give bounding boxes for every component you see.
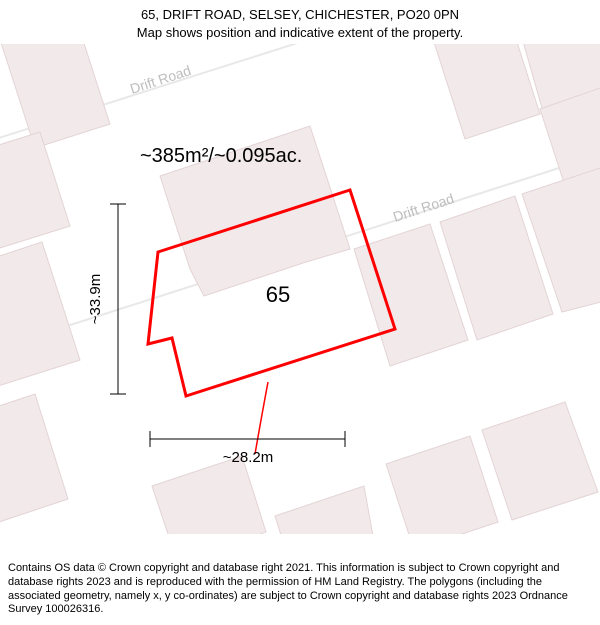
map-subtitle: Map shows position and indicative extent… xyxy=(10,24,590,42)
house-number: 65 xyxy=(266,282,290,307)
map-footer: Contains OS data © Crown copyright and d… xyxy=(0,556,600,625)
map-canvas: Drift RoadDrift Road65~385m²/~0.095ac.~3… xyxy=(0,44,600,534)
map-title: 65, DRIFT ROAD, SELSEY, CHICHESTER, PO20… xyxy=(10,6,590,24)
footer-copyright: Contains OS data © Crown copyright and d… xyxy=(8,562,568,615)
area-label: ~385m²/~0.095ac. xyxy=(140,145,302,167)
map-svg: Drift RoadDrift Road65~385m²/~0.095ac.~3… xyxy=(0,44,600,534)
map-header: 65, DRIFT ROAD, SELSEY, CHICHESTER, PO20… xyxy=(0,0,600,45)
dimension-width: ~28.2m xyxy=(223,449,273,466)
dimension-height: ~33.9m xyxy=(87,274,104,324)
